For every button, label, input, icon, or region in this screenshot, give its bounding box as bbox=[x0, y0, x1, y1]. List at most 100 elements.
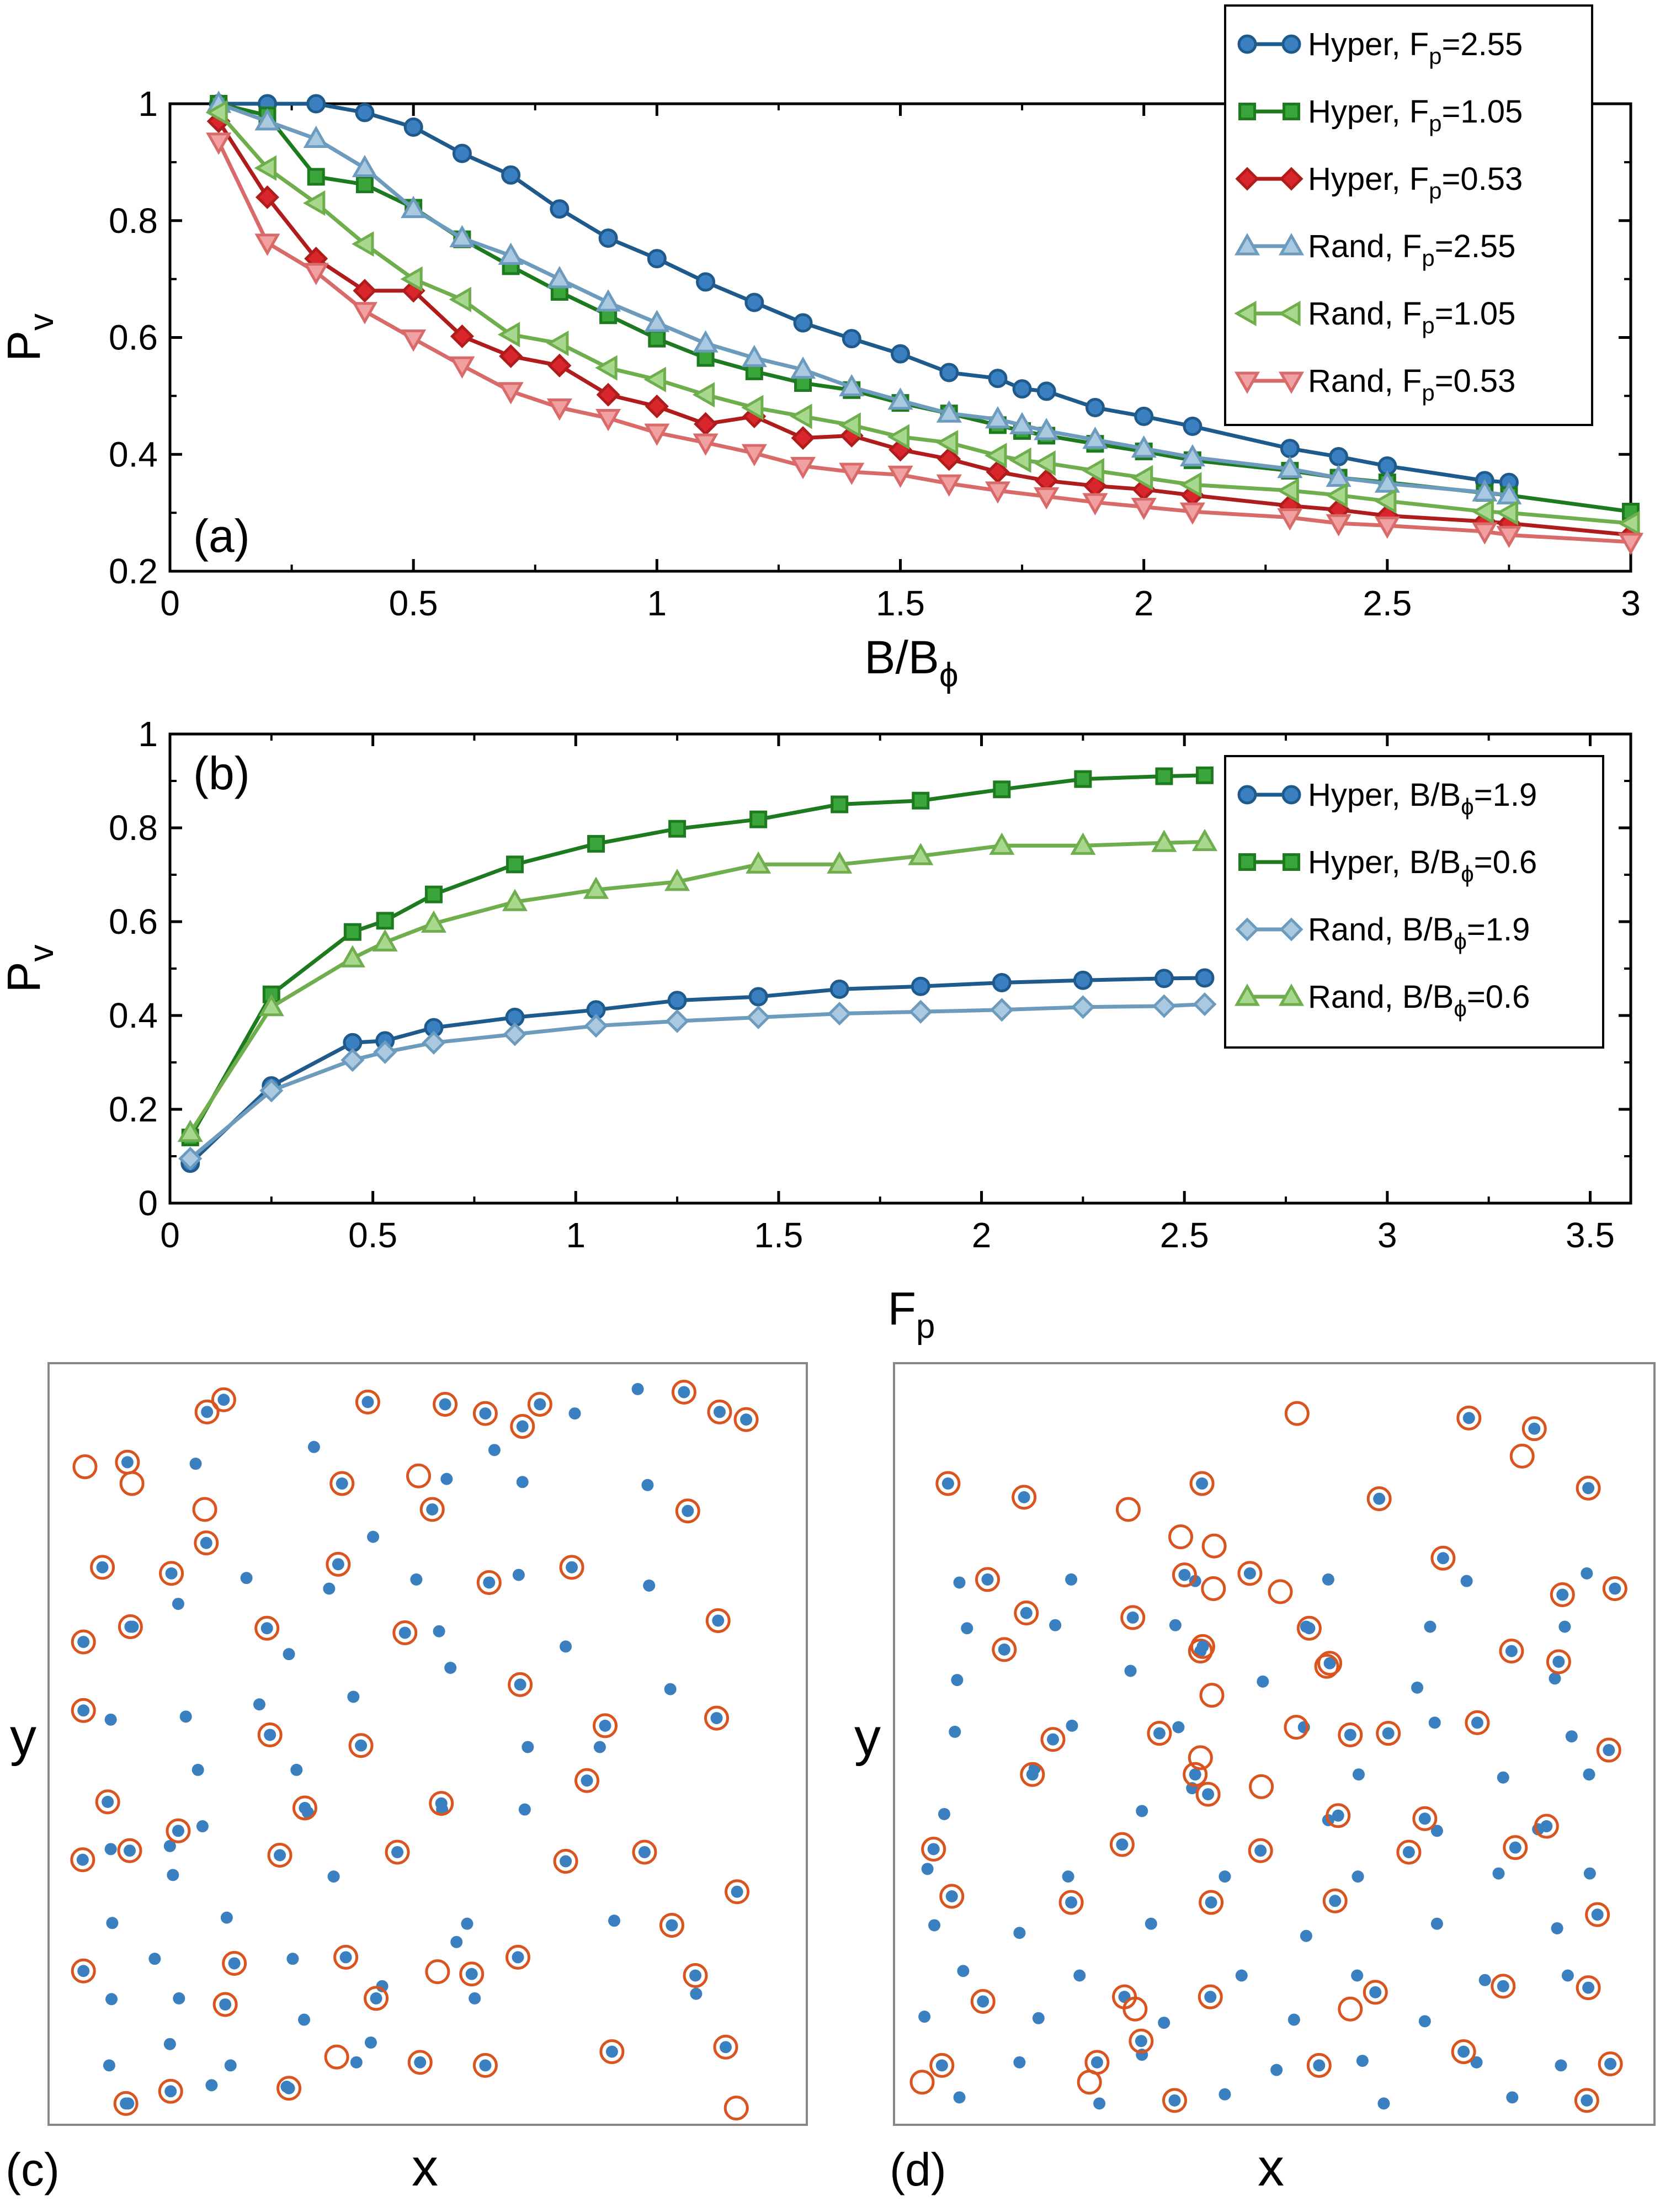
pinned-vortex-dot bbox=[1303, 1622, 1316, 1635]
pinned-vortex-dot bbox=[483, 1576, 496, 1589]
pinning-site-ring bbox=[326, 1551, 351, 1577]
pinned-vortex-dot bbox=[217, 1394, 230, 1406]
data-point bbox=[372, 929, 398, 951]
pinning-site-ring bbox=[671, 1379, 696, 1405]
pinning-site-ring bbox=[292, 1795, 317, 1821]
vortex-dot bbox=[1418, 2015, 1431, 2028]
data-point bbox=[748, 987, 768, 1007]
vortex-dot bbox=[163, 1839, 176, 1852]
pinning-site-ring bbox=[355, 1389, 380, 1415]
x-axis-title-c: x bbox=[412, 2138, 438, 2197]
legend-marker bbox=[1234, 300, 1257, 327]
pinning-site-ring bbox=[1491, 1974, 1516, 1999]
vortex-dot bbox=[690, 1987, 703, 2000]
pinned-vortex-dot bbox=[1026, 1768, 1039, 1781]
vortex-dot bbox=[1062, 1870, 1074, 1883]
x-tick-label: 2.5 bbox=[1363, 583, 1412, 623]
data-point bbox=[790, 403, 812, 429]
legend-marker bbox=[1237, 34, 1257, 54]
data-point bbox=[401, 329, 427, 352]
data-point bbox=[1033, 450, 1056, 476]
data-point bbox=[550, 199, 570, 219]
data-point bbox=[1034, 487, 1060, 510]
pinned-vortex-dot bbox=[981, 1573, 994, 1586]
pinning-site-ring bbox=[725, 1879, 750, 1905]
x-axis-title-b: Fp bbox=[888, 1283, 935, 1346]
pinned-vortex-dot bbox=[1323, 1657, 1336, 1669]
pinned-vortex-dot bbox=[1528, 1422, 1541, 1435]
vortex-dot bbox=[961, 1622, 973, 1635]
legend-label-main: Hyper, F bbox=[1308, 161, 1429, 197]
data-point bbox=[376, 912, 394, 930]
pinned-vortex-dot bbox=[1556, 1588, 1569, 1601]
vortex-dot bbox=[1013, 1927, 1026, 1939]
legend-label-main: Rand, F bbox=[1308, 363, 1422, 399]
pinning-site-ring bbox=[1376, 1721, 1401, 1746]
data-point bbox=[422, 1030, 446, 1055]
pinned-vortex-dot bbox=[1497, 1980, 1509, 1992]
pinned-vortex-dot bbox=[361, 1396, 374, 1408]
data-point bbox=[908, 843, 934, 865]
pinning-site-ring bbox=[159, 1561, 184, 1586]
pinned-vortex-dot bbox=[1020, 1607, 1033, 1619]
pinned-vortex-dot bbox=[120, 2097, 132, 2110]
pinning-site-ring bbox=[1237, 1561, 1263, 1586]
pinning-site-ring bbox=[429, 1791, 454, 1816]
pinned-vortex-dot bbox=[581, 1774, 593, 1787]
legend-marker bbox=[1234, 233, 1260, 256]
pinned-vortex-dot bbox=[1436, 1552, 1449, 1565]
data-point bbox=[1374, 470, 1400, 493]
data-point bbox=[205, 99, 228, 125]
vortex-dot bbox=[1430, 1825, 1443, 1837]
vortex-dot bbox=[631, 1382, 644, 1395]
data-point bbox=[1618, 511, 1640, 536]
pinned-vortex-dot bbox=[638, 1846, 651, 1858]
y-tick-label: 0 bbox=[138, 1183, 158, 1223]
data-point bbox=[1179, 444, 1205, 467]
pinning-site-ring bbox=[1576, 1975, 1601, 2001]
pinned-vortex-dot bbox=[1471, 1716, 1483, 1729]
pinned-vortex-dot bbox=[1205, 1896, 1217, 1909]
pinned-vortex-dot bbox=[1582, 1482, 1595, 1495]
vortex-dot bbox=[608, 1915, 621, 1927]
pinned-vortex-dot bbox=[712, 1614, 725, 1627]
legend-entry: Hyper, B/Bϕ=0.6 bbox=[1238, 844, 1537, 887]
legend-entry: Hyper, B/Bϕ=1.9 bbox=[1237, 777, 1537, 820]
pinned-vortex-dot bbox=[1332, 1809, 1344, 1822]
y-tick-label: 0.2 bbox=[109, 1089, 158, 1129]
data-point bbox=[793, 313, 813, 333]
panel-b: 0 0.5 1 1.5 2 2.5 3 3.5 0 0.2 0.4 0.6 0.8 1 Fp Pv (b) Hyp… bbox=[0, 714, 1632, 1346]
vortex-dot bbox=[643, 1579, 656, 1592]
legend-marker bbox=[1234, 983, 1260, 1006]
pinned-vortex-dot bbox=[1344, 1729, 1356, 1741]
pinned-vortex-dot bbox=[219, 1998, 232, 2011]
data-point bbox=[935, 430, 959, 456]
x-tick-label: 0 bbox=[160, 1215, 180, 1255]
pinned-vortex-dot bbox=[1609, 1582, 1621, 1595]
legend-marker bbox=[1278, 300, 1301, 327]
vortex-dot bbox=[1583, 1867, 1596, 1880]
legend-label-main: Hyper, F bbox=[1308, 94, 1429, 130]
vortex-dot bbox=[1561, 1969, 1574, 1982]
pinning-site-ring bbox=[222, 1950, 247, 1976]
empty-pinning-site bbox=[1338, 1996, 1363, 2022]
empty-pinning-site bbox=[406, 1463, 432, 1488]
empty-pinning-site bbox=[192, 1497, 217, 1522]
pinning-site-ring bbox=[574, 1768, 600, 1793]
pinning-site-ring bbox=[1363, 1980, 1388, 2005]
pinned-vortex-dot bbox=[1462, 1412, 1475, 1424]
panel-label-a: (a) bbox=[193, 510, 250, 562]
pinning-site-ring bbox=[71, 1958, 96, 1984]
data-point bbox=[908, 999, 933, 1024]
pinned-vortex-dot bbox=[1116, 1838, 1129, 1851]
pinned-vortex-dot bbox=[719, 2041, 732, 2054]
data-point bbox=[1151, 830, 1177, 852]
empty-pinning-site bbox=[1201, 1533, 1227, 1559]
empty-pinning-site bbox=[909, 2070, 935, 2095]
data-point bbox=[355, 103, 375, 123]
vortex-dot bbox=[1065, 1573, 1078, 1586]
pinning-site-ring bbox=[166, 1818, 191, 1843]
legend-marker bbox=[1278, 371, 1305, 394]
pinned-vortex-dot bbox=[560, 1855, 572, 1868]
legend-label-suffix: =1.05 bbox=[1442, 94, 1523, 130]
